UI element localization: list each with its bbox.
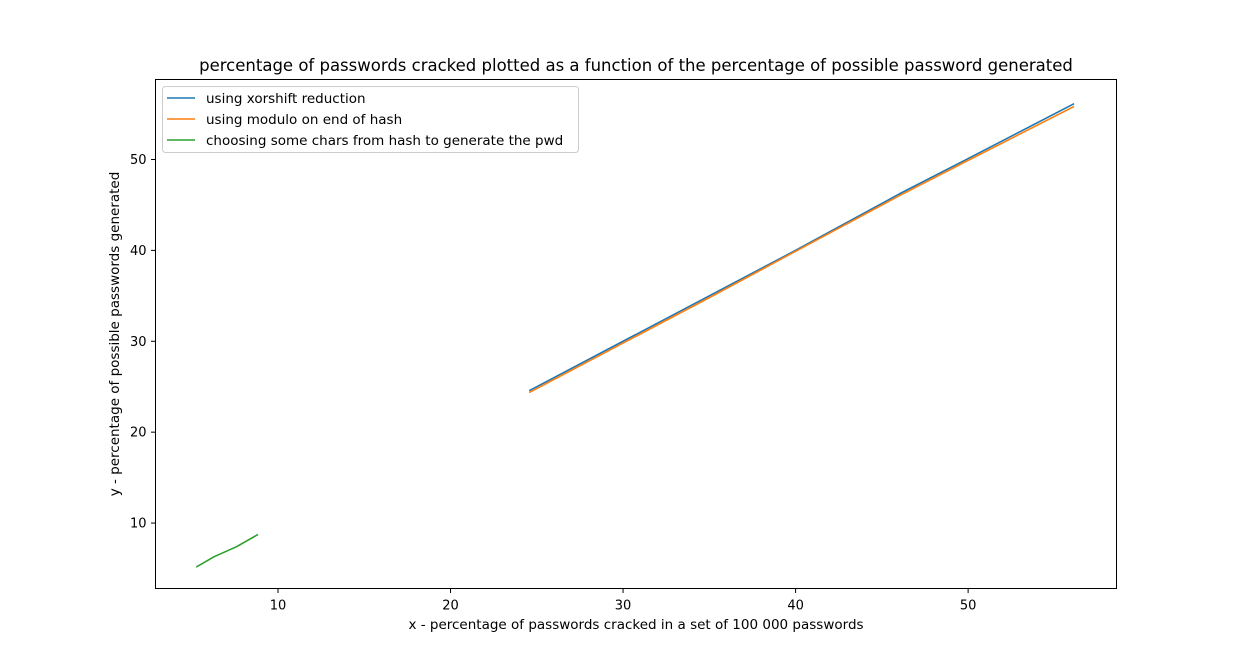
legend-box [162,86,579,153]
y-tick-label: 40 [130,244,147,259]
plot-frame [155,79,1117,589]
x-tick-label: 50 [960,599,977,614]
legend: using xorshift reduction using modulo on … [162,86,579,153]
y-axis-label: y - percentage of possible passwords gen… [107,172,123,497]
y-tick-label: 10 [130,517,147,532]
legend-label-3: choosing some chars from hash to generat… [206,133,563,149]
y-tick-label: 50 [130,153,147,168]
x-axis: 10 20 30 40 50 [270,588,977,614]
series-line-2 [528,105,1075,394]
y-tick-label: 30 [130,335,147,350]
series-line-3 [195,533,259,568]
legend-label-2: using modulo on end of hash [206,112,402,128]
x-tick-label: 10 [270,599,287,614]
x-tick-label: 30 [615,599,632,614]
x-tick-label: 20 [442,599,459,614]
x-tick-label: 40 [787,599,804,614]
y-tick-label: 20 [130,426,147,441]
series-layer [195,102,1075,568]
legend-label-1: using xorshift reduction [206,91,366,107]
series-line-1 [528,102,1075,392]
y-axis: 10 20 30 40 50 [130,153,156,532]
x-axis-label: x - percentage of passwords cracked in a… [408,617,863,633]
chart-title: percentage of passwords cracked plotted … [199,56,1073,75]
